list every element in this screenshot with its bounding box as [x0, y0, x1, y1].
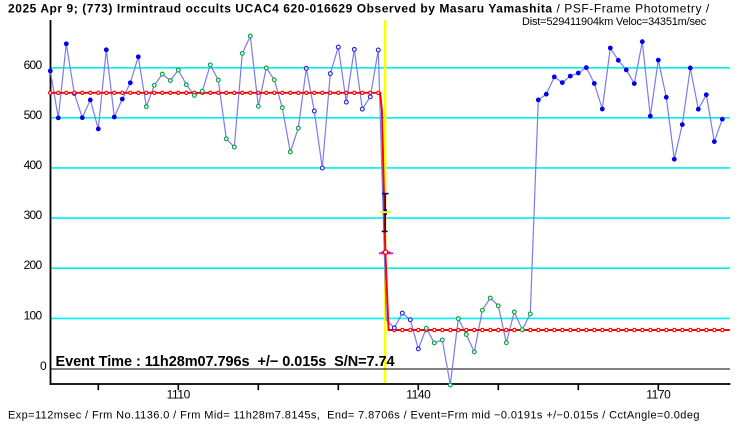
svg-text:500: 500 [24, 108, 43, 122]
svg-text:100: 100 [24, 308, 43, 322]
svg-text:200: 200 [24, 258, 43, 272]
svg-text:1170: 1170 [646, 388, 671, 402]
svg-text:Exp=112msec / Frm No.1136.0 /: Exp=112msec / Frm No.1136.0 / Frm Mid= 1… [8, 410, 700, 422]
svg-text:Event Time : 11h28m07.796s +/: Event Time : 11h28m07.796s +/− 0.015s S/… [56, 354, 395, 370]
svg-text:0: 0 [40, 359, 47, 373]
svg-text:2025 Apr 9; (773) Irmintraud o: 2025 Apr 9; (773) Irmintraud occults UCA… [8, 2, 710, 16]
svg-text:300: 300 [24, 208, 43, 222]
svg-text:Dist=529411904km Veloc=34351m/: Dist=529411904km Veloc=34351m/sec [522, 16, 707, 28]
svg-text:600: 600 [24, 58, 43, 72]
svg-text:1140: 1140 [406, 388, 431, 402]
svg-text:400: 400 [24, 158, 43, 172]
svg-text:1110: 1110 [167, 388, 191, 402]
